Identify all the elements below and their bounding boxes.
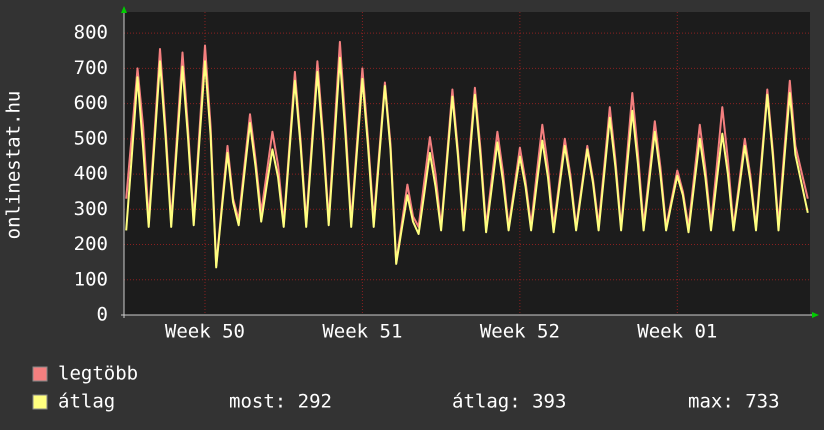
- x-tick-label: Week 51: [322, 321, 402, 343]
- x-tick-label: Week 50: [165, 321, 245, 343]
- stat-label: max: 733: [688, 391, 780, 413]
- legend-swatch: [32, 394, 48, 410]
- legend-label: legtöbb: [58, 363, 138, 385]
- series-line: [125, 56, 809, 269]
- y-axis-label: onlinestat.hu: [3, 91, 25, 240]
- axis-arrow: [121, 6, 127, 13]
- legend-swatch: [32, 366, 48, 382]
- y-tick-label: 100: [74, 268, 108, 290]
- y-tick-label: 200: [74, 233, 108, 255]
- x-tick-label: Week 01: [637, 321, 717, 343]
- y-tick-label: 400: [74, 163, 108, 185]
- y-tick-label: 300: [74, 198, 108, 220]
- x-tick-label: Week 52: [480, 321, 560, 343]
- y-tick-label: 700: [74, 57, 108, 79]
- y-tick-label: 800: [74, 22, 108, 44]
- legend-label: átlag: [58, 391, 115, 413]
- y-tick-label: 0: [97, 304, 108, 326]
- stat-label: átlag: 393: [452, 391, 566, 413]
- y-tick-label: 600: [74, 92, 108, 114]
- axis-arrow: [812, 312, 819, 318]
- y-tick-label: 500: [74, 127, 108, 149]
- stat-label: most: 292: [229, 391, 332, 413]
